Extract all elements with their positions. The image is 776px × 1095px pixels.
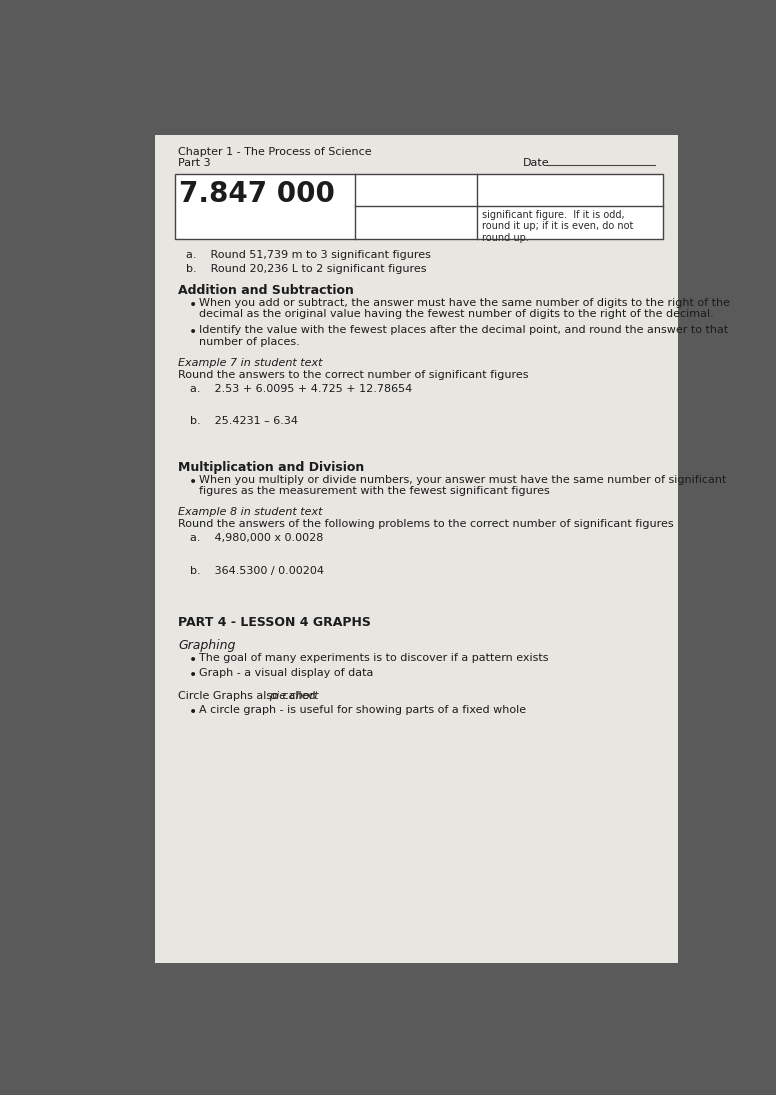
Text: When you multiply or divide numbers, your answer must have the same number of si: When you multiply or divide numbers, you… (199, 475, 726, 496)
Text: When you add or subtract, the answer must have the same number of digits to the : When you add or subtract, the answer mus… (199, 298, 730, 320)
Bar (175, 174, 663, 239)
Text: significant figure.  If it is odd,
round it up; if it is even, do not
round up.: significant figure. If it is odd, round … (482, 209, 633, 243)
Text: b.    Round 20,236 L to 2 significant figures: b. Round 20,236 L to 2 significant figur… (186, 264, 427, 274)
Text: •: • (189, 298, 196, 312)
Text: •: • (189, 668, 196, 682)
Text: a.    2.53 + 6.0095 + 4.725 + 12.78654: a. 2.53 + 6.0095 + 4.725 + 12.78654 (190, 384, 412, 394)
Text: Part 3: Part 3 (178, 159, 211, 169)
Text: Chapter 1 - The Process of Science: Chapter 1 - The Process of Science (178, 147, 372, 157)
Text: •: • (189, 475, 196, 488)
Text: •: • (189, 705, 196, 719)
Text: Example 8 in student text: Example 8 in student text (178, 507, 323, 517)
Text: PART 4 - LESSON 4 GRAPHS: PART 4 - LESSON 4 GRAPHS (178, 615, 371, 629)
Text: a.    4,980,000 x 0.0028: a. 4,980,000 x 0.0028 (190, 533, 324, 543)
Text: •: • (189, 325, 196, 339)
Text: a.    Round 51,739 m to 3 significant figures: a. Round 51,739 m to 3 significant figur… (186, 250, 431, 260)
Text: Example 7 in student text: Example 7 in student text (178, 358, 323, 368)
Text: pie chort: pie chort (269, 691, 319, 701)
Text: b.    25.4231 – 6.34: b. 25.4231 – 6.34 (190, 416, 298, 426)
Text: b.    364.5300 / 0.00204: b. 364.5300 / 0.00204 (190, 566, 324, 576)
Text: Identify the value with the fewest places after the decimal point, and round the: Identify the value with the fewest place… (199, 325, 729, 347)
Text: The goal of many experiments is to discover if a pattern exists: The goal of many experiments is to disco… (199, 653, 549, 662)
Bar (155, 136, 678, 963)
Text: Round the answers to the correct number of significant figures: Round the answers to the correct number … (178, 370, 529, 380)
Text: A circle graph - is useful for showing parts of a fixed whole: A circle graph - is useful for showing p… (199, 705, 526, 715)
Text: Graphing: Graphing (178, 638, 236, 652)
Text: Graph - a visual display of data: Graph - a visual display of data (199, 668, 374, 678)
Text: Round the answers of the following problems to the correct number of significant: Round the answers of the following probl… (178, 519, 674, 530)
Text: Date: Date (523, 159, 550, 169)
Text: •: • (189, 653, 196, 667)
Text: Addition and Subtraction: Addition and Subtraction (178, 284, 355, 297)
Text: Circle Graphs also called: Circle Graphs also called (178, 691, 320, 701)
Text: Multiplication and Division: Multiplication and Division (178, 461, 365, 474)
Text: 7.847 000: 7.847 000 (179, 180, 335, 208)
